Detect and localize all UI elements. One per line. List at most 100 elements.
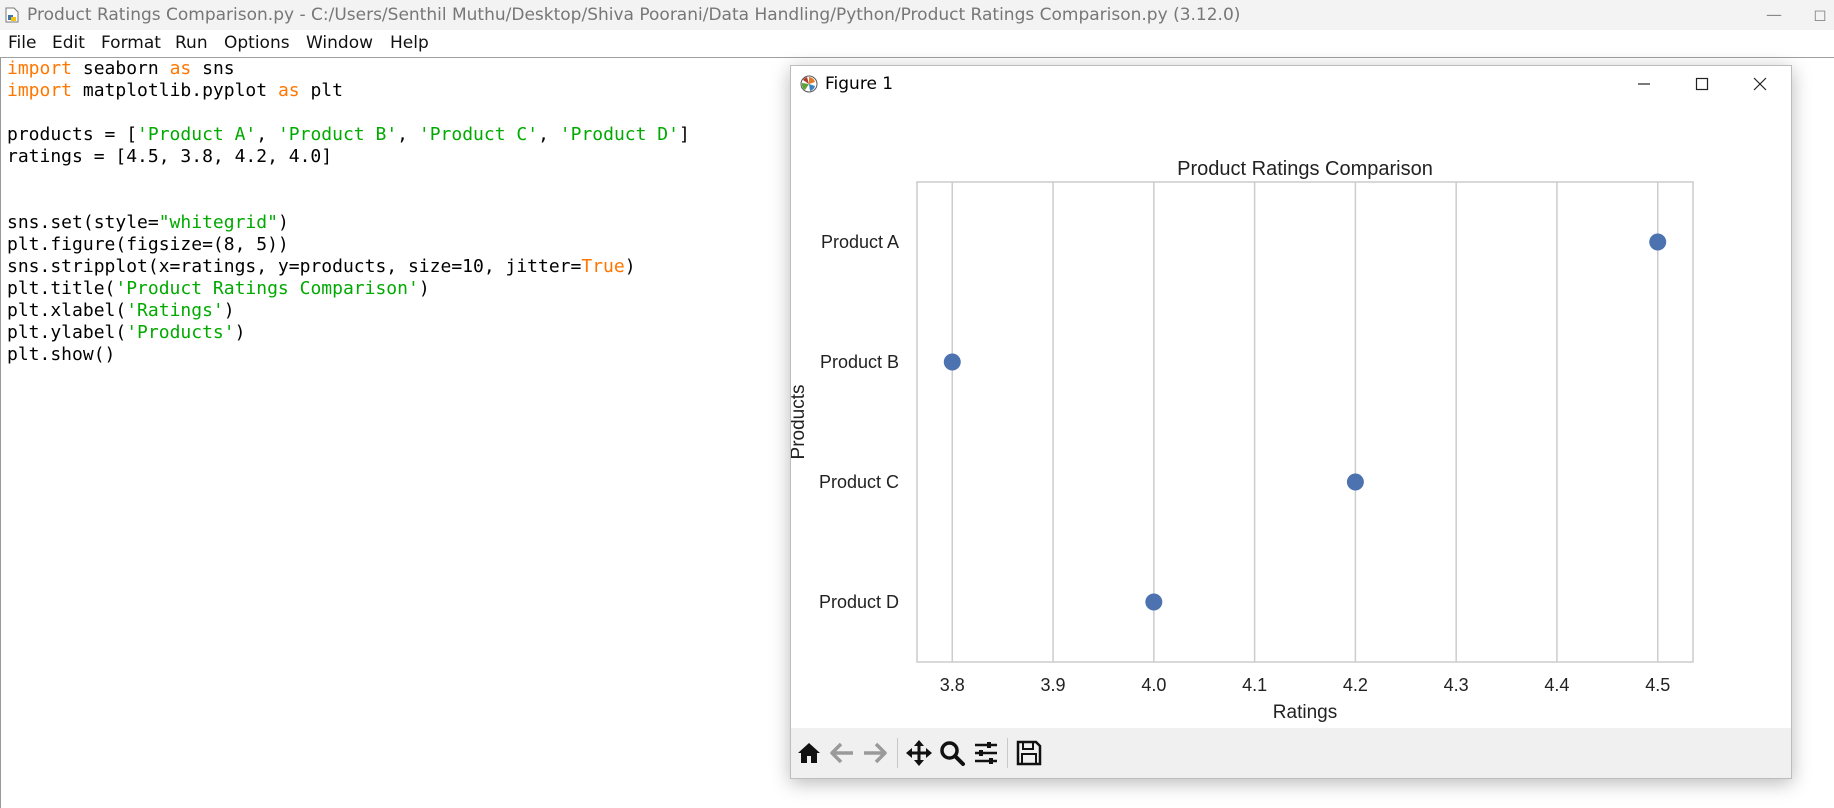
plot-canvas[interactable]: 3.8 3.9 4.0 4.1 4.2 4.3 4.4 4.5 Product AProduc… — [791, 102, 1791, 728]
figure-window[interactable]: Figure 1 3.8 3.9 4.0 4.1 4.2 4.3 4.4 4.5 Produc… — [790, 65, 1792, 779]
data-point — [1145, 593, 1163, 611]
figure-title-bar: Figure 1 — [791, 66, 1791, 102]
code-line[interactable]: products = ['Product A', 'Product B', 'P… — [7, 124, 690, 146]
code-line[interactable]: sns.set(style="whitegrid") — [7, 212, 289, 234]
code-text: plt.xlabel( — [7, 300, 127, 321]
code-text: plt.ylabel( — [7, 322, 127, 343]
restore-button[interactable]: ◻ — [1813, 5, 1827, 24]
editor-title: Product Ratings Comparison.py - C:/Users… — [27, 5, 1241, 25]
menu-help[interactable]: Help — [390, 33, 429, 53]
code-text: products = [ — [7, 124, 138, 145]
code-line[interactable]: plt.ylabel('Products') — [7, 322, 245, 344]
x-tick-label: 3.8 — [940, 675, 965, 695]
code-line[interactable]: plt.title('Product Ratings Comparison') — [7, 278, 430, 300]
code-line[interactable]: sns.stripplot(x=ratings, y=products, siz… — [7, 256, 636, 278]
menu-edit[interactable]: Edit — [52, 33, 85, 53]
maximize-icon — [1695, 77, 1709, 91]
code-text: matplotlib.pyplot — [72, 80, 278, 101]
code-text: plt.title( — [7, 278, 116, 299]
code-string: 'Product D' — [559, 124, 679, 145]
configure-subplots-button[interactable] — [971, 738, 1001, 768]
minimize-icon — [1638, 83, 1650, 85]
editor-title-bar: Product Ratings Comparison.py - C:/Users… — [0, 0, 1834, 30]
figure-toolbar — [791, 728, 1791, 778]
code-text: , — [256, 124, 278, 145]
code-string: 'Product Ratings Comparison' — [115, 278, 419, 299]
menu-file[interactable]: File — [8, 33, 37, 53]
code-text: sns.stripplot(x=ratings, y=products, siz… — [7, 256, 582, 277]
y-tick-label: Product B — [820, 352, 899, 372]
code-keyword: as — [277, 80, 300, 101]
axes-frame — [916, 181, 1694, 663]
x-tick-label: 4.1 — [1242, 675, 1267, 695]
code-string: 'Ratings' — [126, 300, 224, 321]
code-keyword: as — [169, 58, 192, 79]
menu-run[interactable]: Run — [175, 33, 208, 53]
home-icon — [798, 743, 820, 763]
configure-subplots-icon — [975, 742, 997, 764]
home-button[interactable] — [794, 738, 824, 768]
figure-title: Figure 1 — [825, 74, 894, 94]
code-editor[interactable]: import seaborn as sns import matplotlib.p… — [0, 58, 1834, 808]
code-text: sns — [191, 58, 235, 79]
menu-options[interactable]: Options — [224, 33, 290, 53]
code-keyword: import — [7, 58, 73, 79]
back-icon — [830, 742, 853, 764]
code-string: 'Product A' — [137, 124, 257, 145]
figure-close-button[interactable] — [1731, 66, 1789, 102]
code-text: seaborn — [72, 58, 170, 79]
back-button[interactable] — [827, 738, 857, 768]
code-keyword: import — [7, 80, 73, 101]
x-tick-label: 3.9 — [1041, 675, 1066, 695]
code-line[interactable]: plt.xlabel('Ratings') — [7, 300, 235, 322]
y-tick-label: Product D — [819, 592, 899, 612]
code-text: , — [397, 124, 419, 145]
data-points — [943, 233, 1667, 611]
grid-lines — [951, 182, 1659, 662]
code-string: 'Product C' — [418, 124, 539, 145]
code-line[interactable]: import matplotlib.pyplot as plt — [7, 80, 343, 102]
pan-icon — [906, 740, 932, 766]
menu-window[interactable]: Window — [306, 33, 374, 53]
pan-button[interactable] — [904, 738, 934, 768]
code-text: ) — [234, 322, 246, 343]
forward-button[interactable] — [860, 738, 890, 768]
code-line[interactable]: import seaborn as sns — [7, 58, 235, 80]
figure-minimize-button[interactable] — [1615, 66, 1673, 102]
minimize-button[interactable]: — — [1766, 5, 1782, 24]
toolbar-separator — [1007, 738, 1008, 768]
menu-bar: File Edit Format Run Options Window Help — [0, 31, 1834, 58]
x-tick-label: 4.3 — [1444, 675, 1469, 695]
code-text: plt — [299, 80, 343, 101]
zoom-button[interactable] — [937, 738, 967, 768]
code-line[interactable]: plt.figure(figsize=(8, 5)) — [7, 234, 289, 256]
code-text: , — [538, 124, 560, 145]
x-tick-label: 4.5 — [1645, 675, 1670, 695]
figure-maximize-button[interactable] — [1673, 66, 1731, 102]
y-tick-label: Product C — [819, 472, 899, 492]
code-keyword: True — [581, 256, 625, 277]
save-icon — [1016, 740, 1042, 766]
menu-format[interactable]: Format — [101, 33, 161, 53]
save-button[interactable] — [1014, 738, 1044, 768]
toolbar-separator — [897, 738, 898, 768]
y-axis-label: Products — [791, 385, 809, 460]
code-text: ) — [277, 212, 289, 233]
code-string: "whitegrid" — [158, 212, 278, 233]
y-tick-label: Product A — [821, 232, 899, 252]
code-text: ) — [624, 256, 636, 277]
code-text: plt.show() — [7, 344, 116, 365]
data-point — [943, 353, 961, 371]
code-text: ) — [418, 278, 430, 299]
code-text: plt.figure(figsize=(8, 5)) — [7, 234, 289, 255]
code-text: ) — [223, 300, 235, 321]
python-file-icon — [5, 7, 19, 23]
data-point — [1346, 473, 1364, 491]
y-tick-labels: Product A Product B Product C Product D — [819, 232, 899, 612]
forward-icon — [864, 742, 887, 764]
close-icon — [1753, 77, 1767, 91]
code-line[interactable]: plt.show() — [7, 344, 115, 366]
code-line[interactable]: ratings = [4.5, 3.8, 4.2, 4.0] — [7, 146, 332, 168]
code-string: 'Products' — [126, 322, 235, 343]
data-point — [1649, 233, 1667, 251]
